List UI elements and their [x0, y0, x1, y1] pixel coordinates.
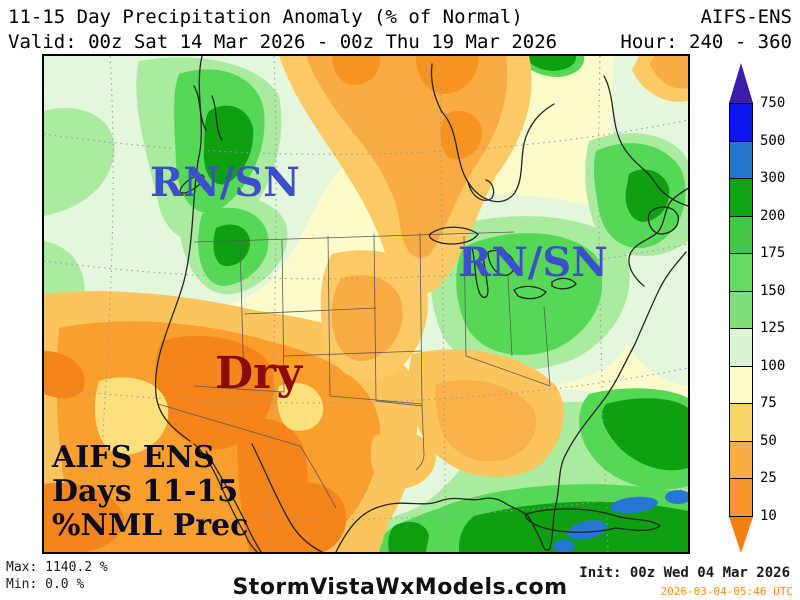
colorbar-label: 125 [760, 320, 786, 336]
colorbar-segment [730, 216, 752, 254]
colorbar [729, 63, 753, 553]
colorbar-label: 750 [760, 95, 786, 111]
creation-timestamp: 2026-03-04-05:46 UTC [660, 585, 793, 598]
init-time: Init: 00z Wed 04 Mar 2026 [579, 565, 790, 581]
colorbar-label: 500 [760, 132, 786, 149]
colorbar-segment [730, 366, 752, 404]
colorbar-label: 50 [760, 432, 777, 449]
site-watermark: StormVistaWxModels.com [232, 575, 568, 600]
model-name: AIFS-ENS [700, 6, 792, 28]
annotation-days-line: Days 11-15 [52, 474, 239, 509]
annotation-param-line: %NML Prec [52, 508, 249, 543]
colorbar-label: 175 [760, 245, 786, 261]
min-value: Min: 0.0 % [6, 577, 85, 592]
colorbar-label: 25 [760, 470, 777, 486]
colorbar-arrow-up-icon [729, 63, 753, 103]
colorbar-segment [730, 254, 752, 292]
colorbar-segment [730, 179, 752, 217]
colorbar-segment [730, 479, 752, 516]
rain-snow-label-northeast: RN/SN [458, 239, 608, 286]
dry-label: Dry [215, 348, 302, 399]
colorbar-label: 150 [760, 282, 786, 299]
colorbar-label: 75 [760, 395, 777, 411]
colorbar-segment [730, 104, 752, 142]
valid-range: Valid: 00z Sat 14 Mar 2026 - 00z Thu 19 … [8, 31, 558, 53]
annotation-model-line: AIFS ENS [52, 440, 215, 475]
colorbar-segment [730, 141, 752, 179]
map-title: 11-15 Day Precipitation Anomaly (% of No… [8, 6, 523, 28]
colorbar-segment [730, 404, 752, 442]
colorbar-label: 200 [760, 207, 786, 224]
rain-snow-label-northwest: RN/SN [150, 159, 300, 206]
colorbar-segment [730, 441, 752, 479]
precip-anomaly-map [44, 56, 688, 552]
colorbar-label: 10 [760, 507, 777, 524]
colorbar-segment [730, 291, 752, 329]
colorbar-label: 300 [760, 170, 786, 186]
colorbar-label: 100 [760, 357, 786, 374]
forecast-hour: Hour: 240 - 360 [620, 31, 792, 53]
colorbar-segments [729, 103, 753, 517]
colorbar-arrow-down-icon [729, 516, 753, 553]
colorbar-labels: 750 500 300 200 175 150 125 100 75 50 25 10 [760, 63, 798, 533]
map-canvas [42, 54, 690, 554]
forecast-annotation: AIFS ENS Days 11-15 %NML Prec [52, 441, 248, 543]
colorbar-segment [730, 329, 752, 367]
max-value: Max: 1140.2 % [6, 560, 108, 575]
